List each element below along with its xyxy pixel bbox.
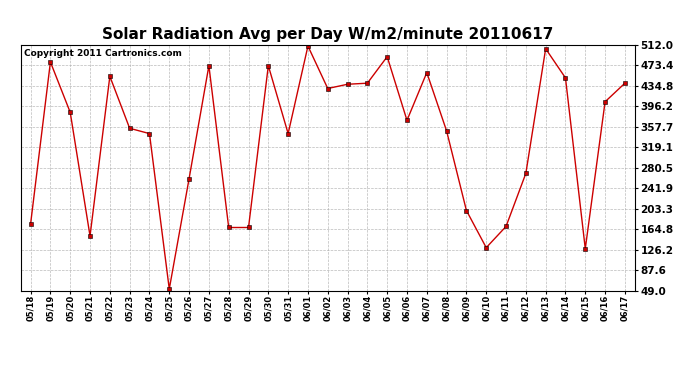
Title: Solar Radiation Avg per Day W/m2/minute 20110617: Solar Radiation Avg per Day W/m2/minute … bbox=[102, 27, 553, 42]
Text: Copyright 2011 Cartronics.com: Copyright 2011 Cartronics.com bbox=[23, 49, 181, 58]
